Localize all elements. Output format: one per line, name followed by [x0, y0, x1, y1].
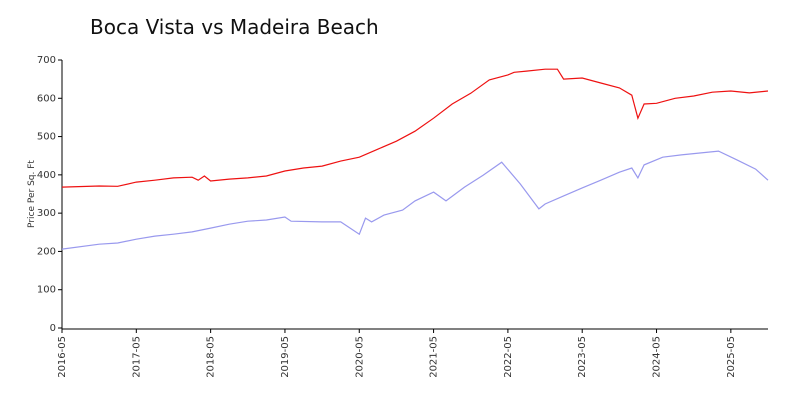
y-tick-label: 400: [37, 170, 56, 181]
series-line: [61, 150, 769, 250]
x-tick-label: 2017-05: [131, 336, 142, 378]
y-tick-label: 600: [37, 93, 56, 104]
y-tick-label: 500: [37, 132, 56, 143]
x-tick-label: 2025-05: [726, 336, 737, 378]
x-tick-label: 2024-05: [652, 336, 663, 378]
x-tick-label: 2020-05: [354, 336, 365, 378]
y-tick-label: 100: [37, 285, 56, 296]
y-axis-label: Price Per Sq. Ft: [27, 160, 37, 228]
x-tick-label: 2016-05: [57, 336, 68, 378]
x-tick-label: 2019-05: [280, 336, 291, 378]
x-tick-label: 2022-05: [503, 336, 514, 378]
x-tick-label: 2018-05: [206, 336, 217, 378]
y-tick-label: 0: [50, 323, 56, 334]
y-tick-label: 300: [37, 208, 56, 219]
chart-title: Boca Vista vs Madeira Beach: [90, 15, 379, 39]
series-line: [61, 68, 769, 188]
y-tick-label: 700: [37, 55, 56, 66]
y-tick-label: 200: [37, 246, 56, 257]
x-tick-label: 2021-05: [429, 336, 440, 378]
x-tick-label: 2023-05: [577, 336, 588, 378]
